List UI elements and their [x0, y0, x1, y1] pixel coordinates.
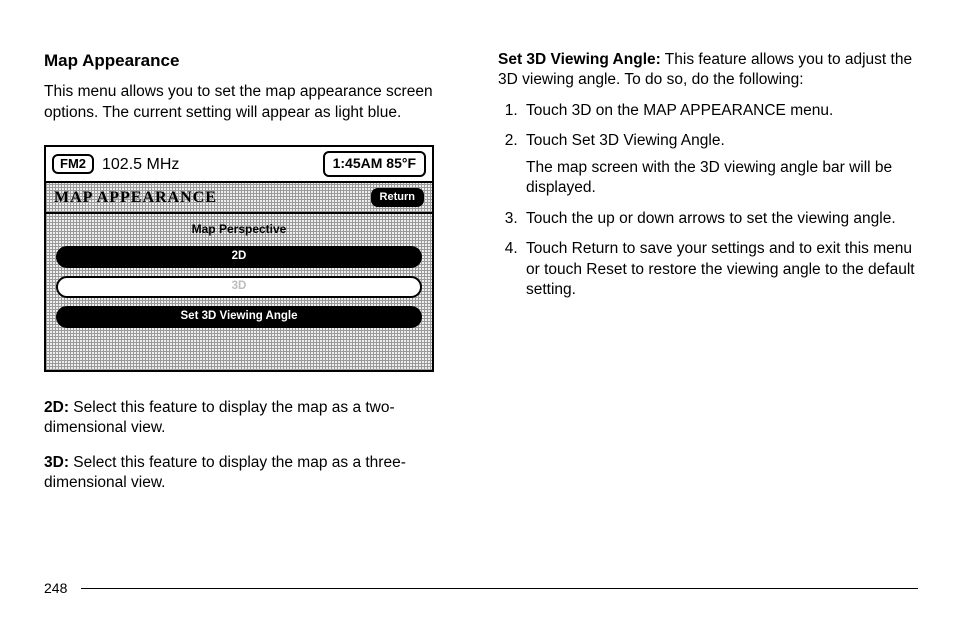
step-1: Touch 3D on the MAP APPEARANCE menu. [522, 101, 918, 121]
option-set-3d-angle[interactable]: Set 3D Viewing Angle [56, 306, 422, 328]
screen-body: Map Perspective 2D 3D Set 3D Viewing Ang… [46, 214, 432, 370]
screen-illustration: FM2 102.5 MHz 1:45AM 85°F MAP APPEARANCE… [44, 145, 464, 371]
desc-3d: 3D: Select this feature to display the m… [44, 453, 464, 494]
screen-title-bar: MAP APPEARANCE Return [46, 183, 432, 214]
intro-paragraph: This menu allows you to set the map appe… [44, 82, 464, 123]
screen-title: MAP APPEARANCE [54, 187, 217, 208]
nav-screen: FM2 102.5 MHz 1:45AM 85°F MAP APPEARANCE… [44, 145, 434, 371]
set-3d-label: Set 3D Viewing Angle: [498, 51, 661, 68]
section-heading: Map Appearance [44, 50, 464, 72]
step-4-text: Touch Return to save your settings and t… [526, 240, 915, 298]
page-footer: 248 [44, 580, 918, 596]
radio-frequency: 102.5 MHz [102, 154, 179, 175]
left-column: Map Appearance This menu allows you to s… [44, 50, 464, 508]
step-3-text: Touch the up or down arrows to set the v… [526, 210, 896, 227]
screen-subtitle: Map Perspective [56, 222, 422, 238]
option-2d[interactable]: 2D [56, 246, 422, 268]
footer-rule [81, 588, 918, 589]
step-4: Touch Return to save your settings and t… [522, 239, 918, 300]
step-1-text: Touch 3D on the MAP APPEARANCE menu. [526, 102, 833, 119]
desc-2d-label: 2D: [44, 399, 69, 416]
screen-status-bar: FM2 102.5 MHz 1:45AM 85°F [46, 147, 432, 182]
desc-3d-label: 3D: [44, 454, 69, 471]
desc-2d: 2D: Select this feature to display the m… [44, 398, 464, 439]
radio-band-pill: FM2 [52, 154, 94, 174]
page-number: 248 [44, 580, 81, 596]
page-body: Map Appearance This menu allows you to s… [0, 0, 954, 508]
step-2-sub: The map screen with the 3D viewing angle… [526, 158, 918, 199]
desc-3d-text: Select this feature to display the map a… [44, 454, 406, 491]
option-3d[interactable]: 3D [56, 276, 422, 298]
screen-footer-space [56, 336, 422, 356]
right-column: Set 3D Viewing Angle: This feature allow… [498, 50, 918, 508]
step-2-text: Touch Set 3D Viewing Angle. [526, 132, 725, 149]
time-temp-box: 1:45AM 85°F [323, 151, 426, 176]
steps-list: Touch 3D on the MAP APPEARANCE menu. Tou… [498, 101, 918, 301]
desc-2d-text: Select this feature to display the map a… [44, 399, 395, 436]
step-3: Touch the up or down arrows to set the v… [522, 209, 918, 229]
step-2: Touch Set 3D Viewing Angle. The map scre… [522, 131, 918, 198]
return-button[interactable]: Return [371, 188, 424, 207]
set-3d-intro: Set 3D Viewing Angle: This feature allow… [498, 50, 918, 91]
